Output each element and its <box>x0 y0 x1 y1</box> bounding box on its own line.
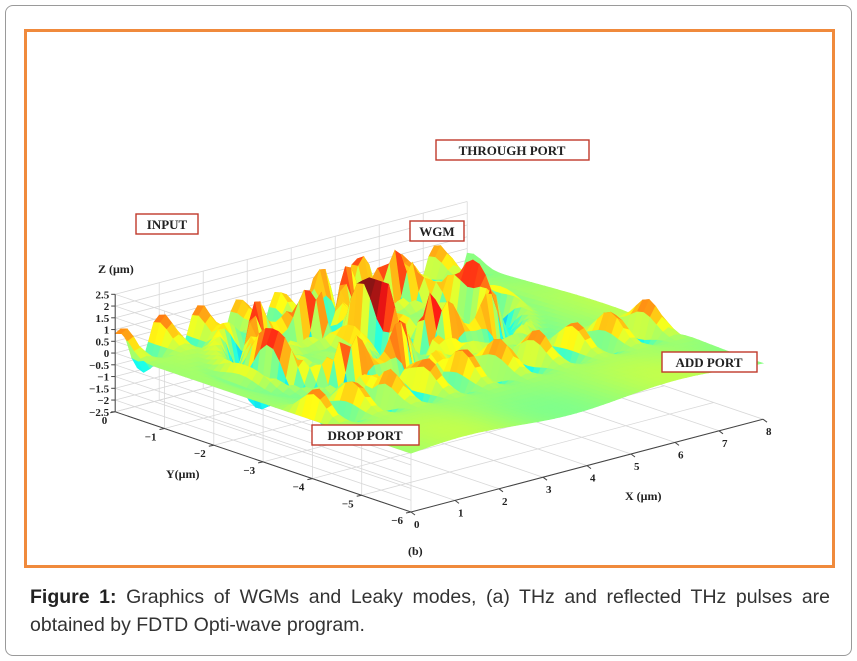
y-tick-label: −6 <box>391 515 403 527</box>
figure-caption: Figure 1: Graphics of WGMs and Leaky mod… <box>30 583 830 639</box>
annotation-through-port-text: THROUGH PORT <box>459 143 566 158</box>
x-tick-label: 8 <box>766 426 772 438</box>
x-tick-label: 1 <box>458 507 464 519</box>
z-tick-label: −1.5 <box>89 383 110 395</box>
z-tick-label: 1 <box>104 325 110 337</box>
x-tick-label: 2 <box>502 496 508 508</box>
z-tick-label: −2 <box>97 395 109 407</box>
annotation-drop-port-text: DROP PORT <box>327 428 402 443</box>
x-tick-label: 6 <box>678 449 684 461</box>
y-tick-label: −1 <box>145 432 157 444</box>
y-tick-label: −4 <box>293 482 305 494</box>
x-tick-label: 0 <box>414 519 420 531</box>
x-tick-label: 5 <box>634 461 640 473</box>
x-tick <box>762 418 768 423</box>
y-tick <box>159 428 165 430</box>
z-tick-label: 2 <box>104 301 110 313</box>
z-axis-label: Z (μm) <box>98 262 134 276</box>
z-tick-label: 0 <box>104 348 110 360</box>
x-tick <box>498 488 504 493</box>
x-tick <box>630 453 636 458</box>
plot-axes: 0123456780−1−2−3−4−5−62.521.510.50−0.5−1… <box>89 289 772 531</box>
annotation-drop-port: DROP PORT <box>311 424 420 446</box>
surface-patch <box>403 448 418 454</box>
x-tick-label: 4 <box>590 473 596 485</box>
x-tick-label: 7 <box>722 438 728 450</box>
z-tick-label: −2.5 <box>89 407 110 419</box>
surface-mesh <box>114 245 765 454</box>
x-axis-label: X (μm) <box>625 489 661 503</box>
figure-caption-label: Figure 1: <box>30 586 117 608</box>
y-tick <box>258 461 264 464</box>
z-tick-label: −1 <box>97 372 109 384</box>
y-tick-label: −2 <box>194 448 206 460</box>
x-tick <box>586 465 592 470</box>
z-tick-label: 1.5 <box>95 313 109 325</box>
x-tick <box>674 441 680 446</box>
figure-caption-text: Graphics of WGMs and Leaky modes, (a) TH… <box>30 586 831 636</box>
x-tick <box>454 499 460 504</box>
annotation-input-text: INPUT <box>147 217 188 232</box>
annotation-add-port: ADD PORT <box>661 351 758 373</box>
y-tick-label: −3 <box>243 465 255 477</box>
annotation-wgm-text: WGM <box>419 224 454 239</box>
x-tick <box>718 430 724 435</box>
y-tick <box>208 444 214 447</box>
y-axis-label: Y(μm) <box>166 467 199 481</box>
annotation-through-port: THROUGH PORT <box>435 139 590 161</box>
annotation-add-port-text: ADD PORT <box>675 355 742 370</box>
z-tick-label: −0.5 <box>89 360 110 372</box>
x-tick <box>542 476 548 481</box>
y-tick-label: 0 <box>102 415 108 427</box>
x-tick-label: 3 <box>546 484 552 496</box>
y-tick-label: −5 <box>342 498 354 510</box>
z-tick-label: 2.5 <box>95 289 109 301</box>
grid-line <box>159 399 456 501</box>
z-tick-label: 0.5 <box>95 336 109 348</box>
y-tick <box>356 494 362 497</box>
panel-label: (b) <box>408 544 423 558</box>
x-tick <box>410 511 416 516</box>
y-tick <box>307 478 313 481</box>
y-tick <box>405 511 412 514</box>
annotation-input: INPUT <box>135 213 199 235</box>
annotation-wgm: WGM <box>409 220 465 242</box>
